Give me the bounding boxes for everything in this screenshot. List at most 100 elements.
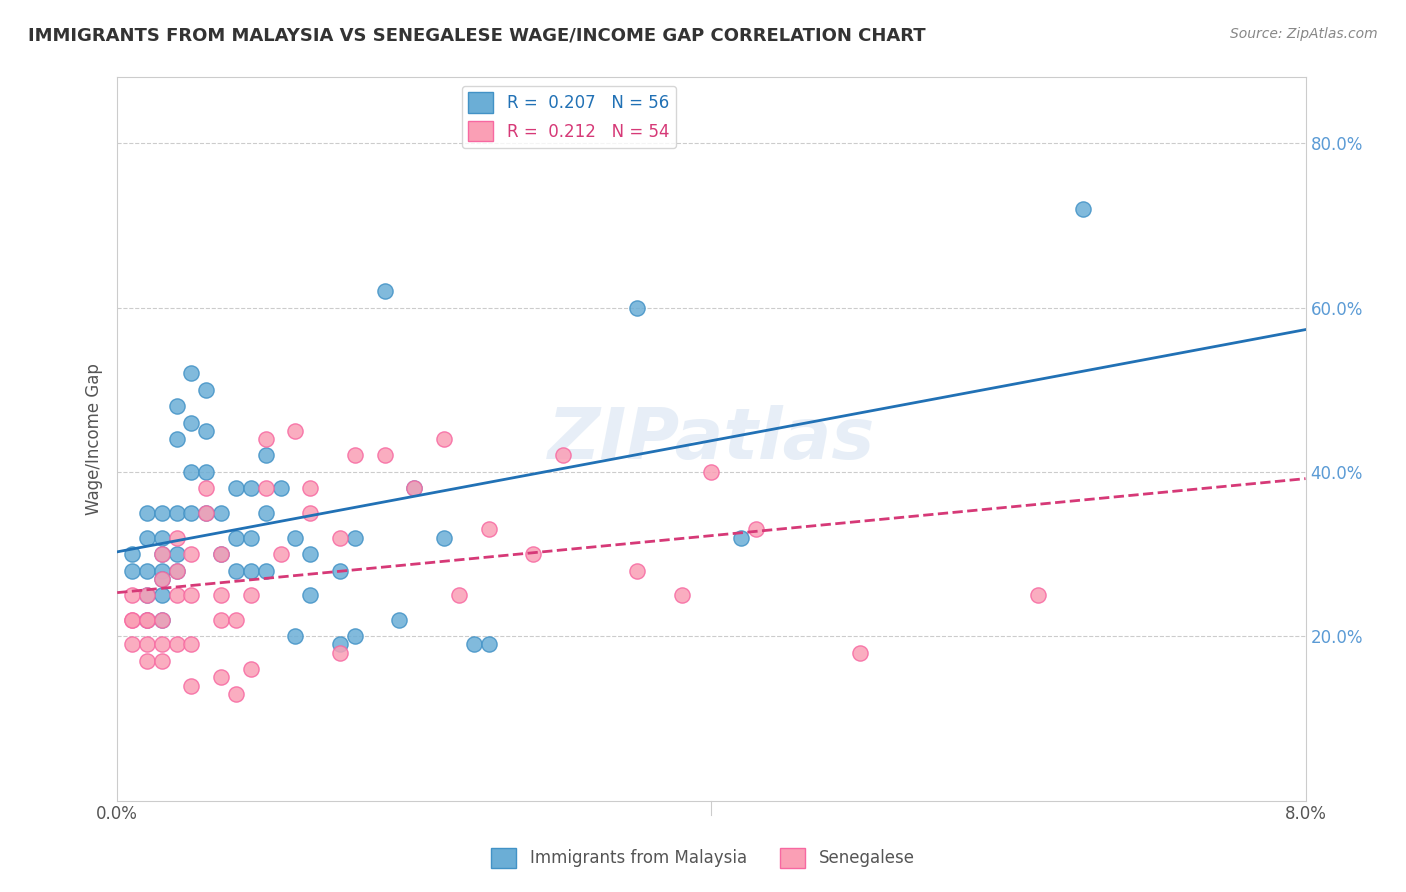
Legend: Immigrants from Malaysia, Senegalese: Immigrants from Malaysia, Senegalese xyxy=(485,841,921,875)
Point xyxy=(343,531,366,545)
Point xyxy=(150,572,173,586)
Point xyxy=(166,432,188,446)
Point xyxy=(150,547,173,561)
Point xyxy=(150,613,173,627)
Point xyxy=(195,424,218,438)
Point xyxy=(447,588,470,602)
Point xyxy=(225,564,247,578)
Point xyxy=(477,638,499,652)
Point xyxy=(209,670,232,684)
Point xyxy=(180,416,202,430)
Point xyxy=(1026,588,1049,602)
Point xyxy=(254,481,277,495)
Point xyxy=(180,465,202,479)
Point xyxy=(299,481,322,495)
Point xyxy=(135,588,157,602)
Point xyxy=(135,531,157,545)
Point xyxy=(225,481,247,495)
Point xyxy=(463,638,485,652)
Point xyxy=(135,506,157,520)
Point xyxy=(433,531,456,545)
Point xyxy=(343,449,366,463)
Point xyxy=(388,613,411,627)
Point xyxy=(166,531,188,545)
Point xyxy=(150,572,173,586)
Point xyxy=(166,564,188,578)
Point xyxy=(404,481,426,495)
Point xyxy=(121,564,143,578)
Point xyxy=(150,506,173,520)
Point xyxy=(626,564,648,578)
Point xyxy=(180,366,202,380)
Point xyxy=(254,564,277,578)
Point xyxy=(270,481,292,495)
Point xyxy=(121,638,143,652)
Point xyxy=(195,481,218,495)
Text: IMMIGRANTS FROM MALAYSIA VS SENEGALESE WAGE/INCOME GAP CORRELATION CHART: IMMIGRANTS FROM MALAYSIA VS SENEGALESE W… xyxy=(28,27,925,45)
Point xyxy=(239,588,262,602)
Point xyxy=(849,646,872,660)
Point xyxy=(284,531,307,545)
Point xyxy=(180,588,202,602)
Point xyxy=(135,613,157,627)
Point xyxy=(121,613,143,627)
Point xyxy=(284,424,307,438)
Point xyxy=(135,588,157,602)
Point xyxy=(254,432,277,446)
Point xyxy=(166,638,188,652)
Point xyxy=(195,506,218,520)
Point xyxy=(239,564,262,578)
Point xyxy=(329,531,352,545)
Point xyxy=(135,654,157,668)
Point xyxy=(150,564,173,578)
Point xyxy=(254,506,277,520)
Point xyxy=(270,547,292,561)
Point xyxy=(180,506,202,520)
Point xyxy=(671,588,693,602)
Point xyxy=(329,638,352,652)
Point xyxy=(166,564,188,578)
Point xyxy=(150,638,173,652)
Point xyxy=(121,588,143,602)
Text: Source: ZipAtlas.com: Source: ZipAtlas.com xyxy=(1230,27,1378,41)
Point xyxy=(745,523,768,537)
Point xyxy=(343,629,366,643)
Point xyxy=(225,613,247,627)
Point xyxy=(299,547,322,561)
Point xyxy=(150,588,173,602)
Point xyxy=(225,687,247,701)
Point xyxy=(135,638,157,652)
Point xyxy=(166,547,188,561)
Point xyxy=(121,613,143,627)
Point xyxy=(195,383,218,397)
Point xyxy=(404,481,426,495)
Point xyxy=(730,531,752,545)
Point xyxy=(329,646,352,660)
Point xyxy=(180,547,202,561)
Point xyxy=(284,629,307,643)
Point xyxy=(239,481,262,495)
Point xyxy=(121,547,143,561)
Point xyxy=(135,564,157,578)
Point xyxy=(477,523,499,537)
Point xyxy=(150,547,173,561)
Point xyxy=(209,547,232,561)
Point xyxy=(374,284,396,298)
Point xyxy=(150,531,173,545)
Point xyxy=(135,613,157,627)
Point xyxy=(299,588,322,602)
Point xyxy=(225,531,247,545)
Point xyxy=(195,506,218,520)
Point xyxy=(195,465,218,479)
Point xyxy=(135,613,157,627)
Point xyxy=(209,588,232,602)
Point xyxy=(329,564,352,578)
Point xyxy=(209,547,232,561)
Point xyxy=(209,613,232,627)
Point xyxy=(433,432,456,446)
Point xyxy=(209,506,232,520)
Point xyxy=(150,654,173,668)
Point xyxy=(239,531,262,545)
Point xyxy=(166,399,188,413)
Point xyxy=(551,449,574,463)
